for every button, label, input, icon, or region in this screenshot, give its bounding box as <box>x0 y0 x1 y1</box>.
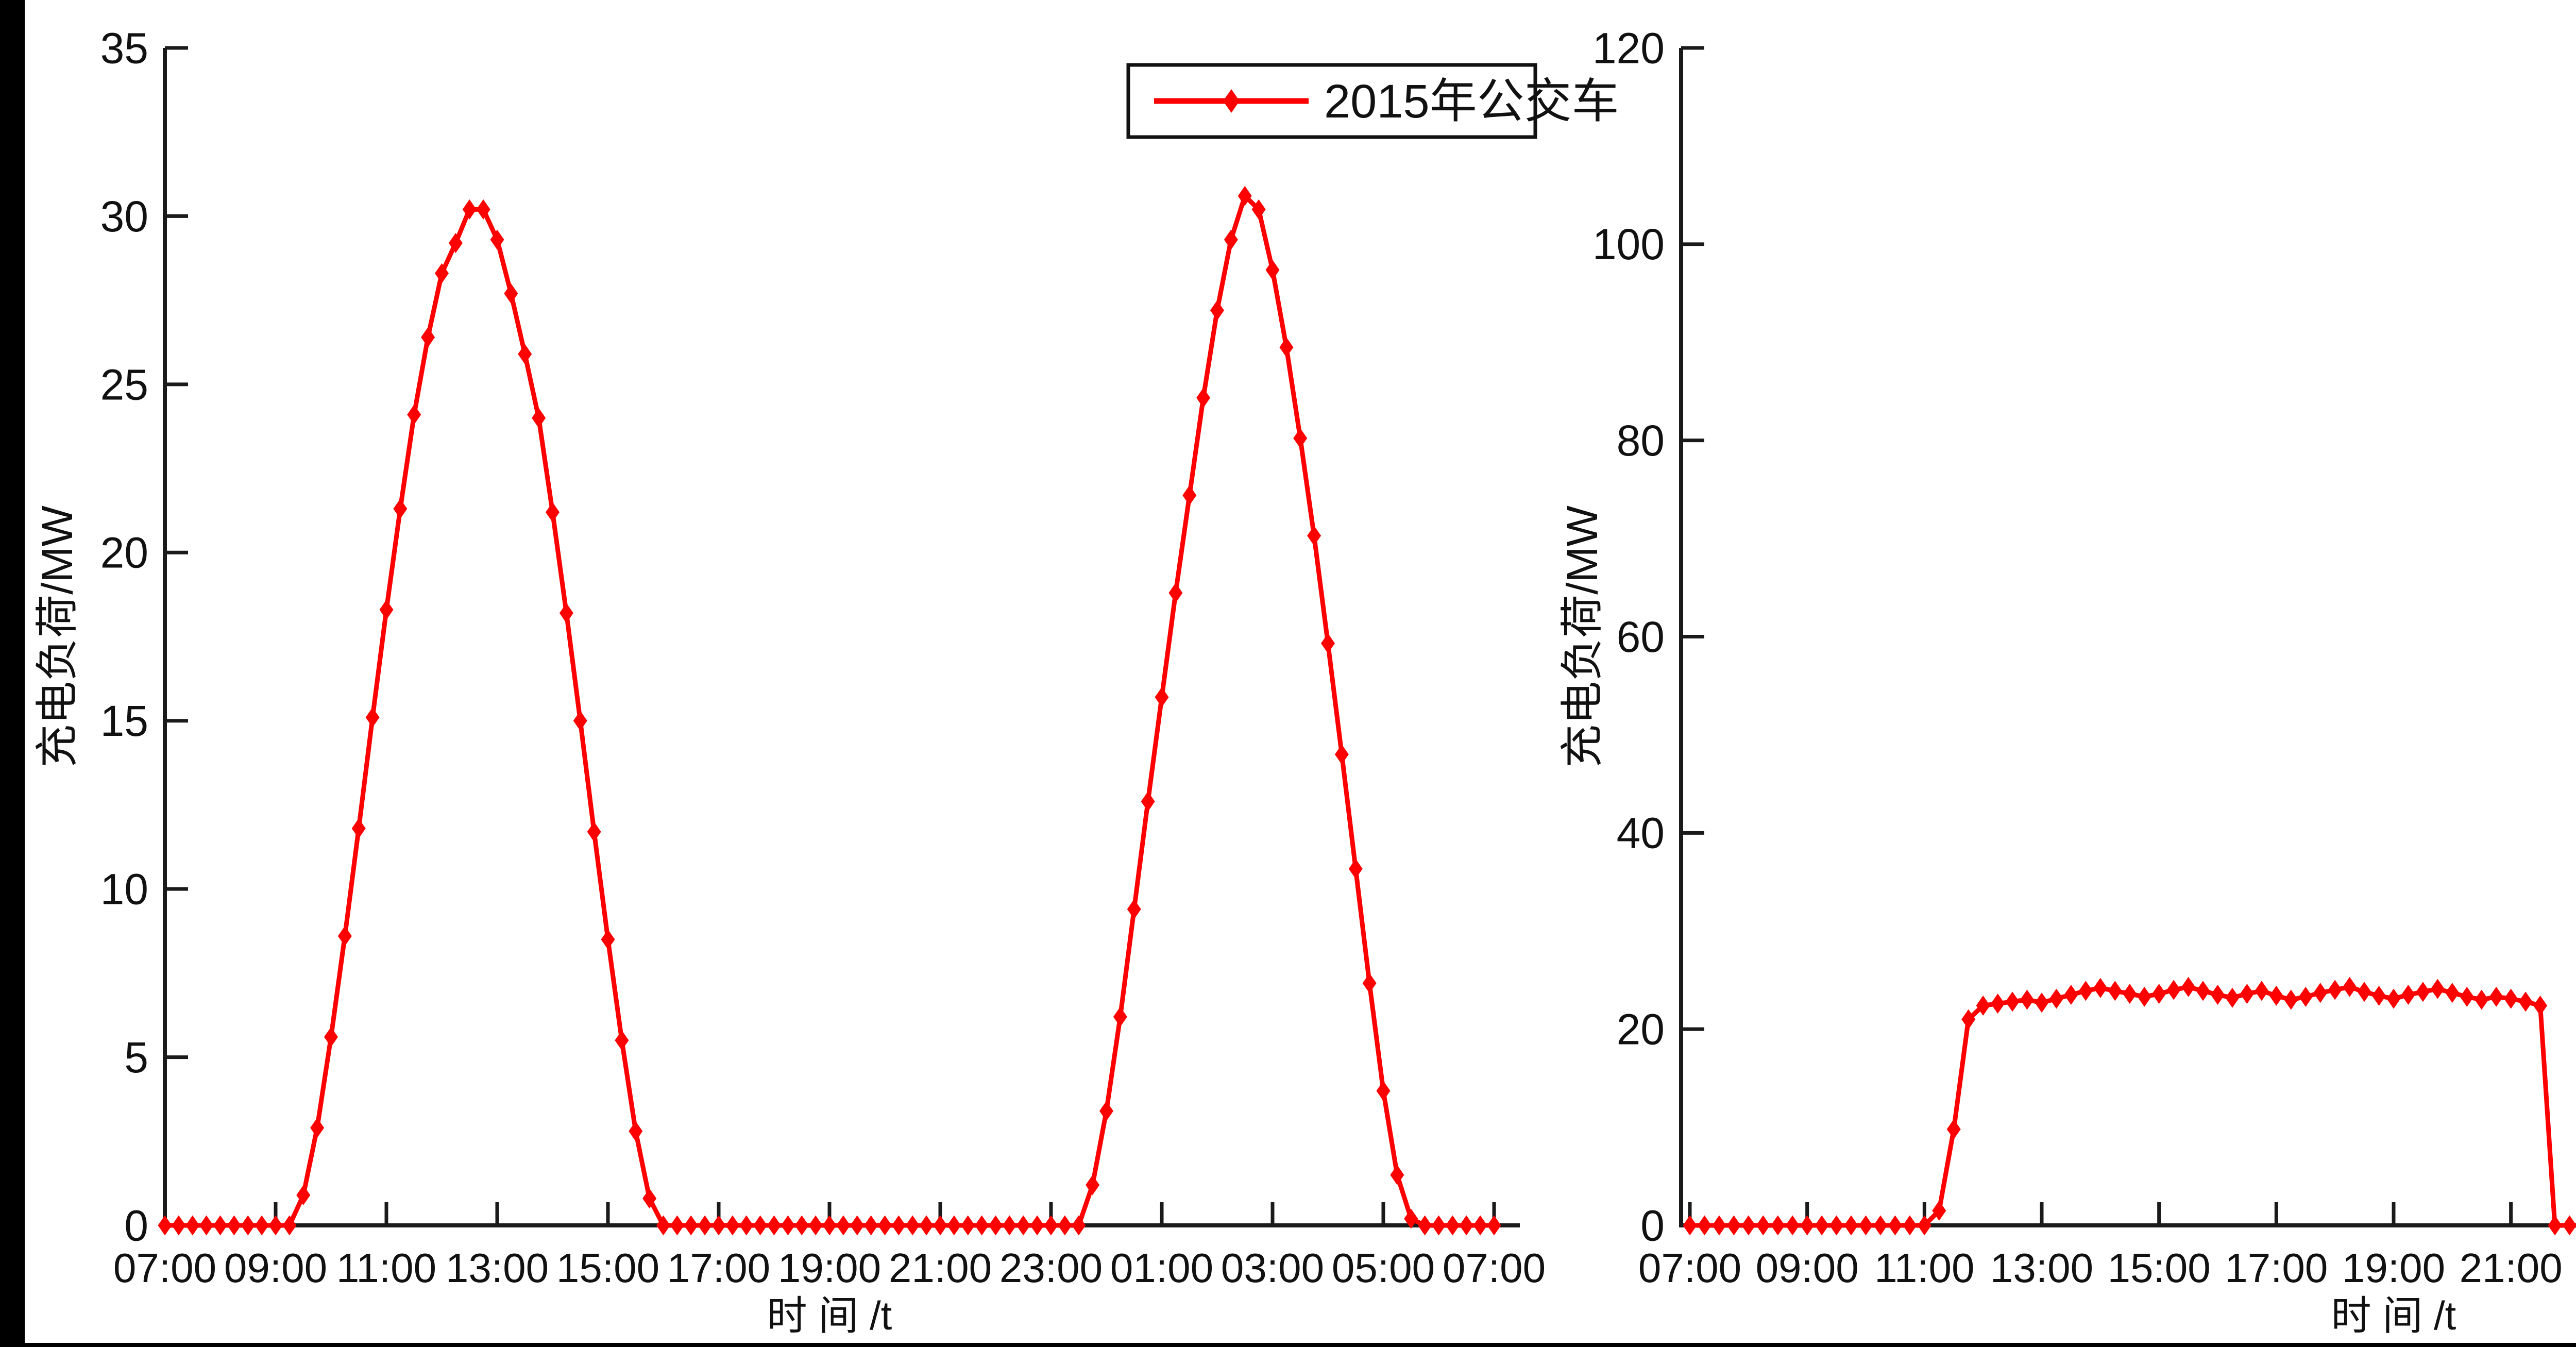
taxi-xtick-label: 19:00 <box>2342 1245 2445 1291</box>
bottom-black-line <box>0 1343 2576 1347</box>
bus-ytick-label: 20 <box>100 529 148 577</box>
taxi-xtick-label: 11:00 <box>1874 1245 1974 1291</box>
taxi-ytick-label: 40 <box>1617 809 1665 857</box>
bus-legend-label: 2015年公交车 <box>1324 75 1619 128</box>
bus-xtick-label: 23:00 <box>999 1245 1103 1291</box>
taxi-x-axis-title: 时 间 /t <box>2331 1293 2456 1338</box>
taxi-xtick-label: 07:00 <box>1638 1245 1741 1291</box>
taxi-xtick-label: 17:00 <box>2225 1245 2328 1291</box>
bus-ytick-label: 15 <box>100 697 148 745</box>
bus-ytick-label: 0 <box>124 1201 148 1250</box>
bus-xtick-label: 07:00 <box>113 1245 216 1291</box>
taxi-xtick-label: 09:00 <box>1756 1245 1859 1291</box>
bus-y-axis-title: 充电负荷/MW <box>33 506 81 768</box>
bus-legend-marker <box>1223 89 1240 113</box>
taxi-ytick-label: 60 <box>1617 613 1665 661</box>
bus-xtick-label: 15:00 <box>556 1245 659 1291</box>
bus-xtick-label: 17:00 <box>667 1245 770 1291</box>
bus-xtick-label: 09:00 <box>224 1245 327 1291</box>
bus-ytick-label: 5 <box>124 1033 148 1082</box>
taxi-xtick-label: 15:00 <box>2108 1245 2211 1291</box>
left-black-strip <box>0 0 25 1347</box>
bus-xtick-label: 11:00 <box>336 1245 436 1291</box>
bus-xtick-label: 21:00 <box>889 1245 992 1291</box>
bus-xtick-label: 13:00 <box>446 1245 549 1291</box>
bus-ytick-label: 30 <box>100 192 148 241</box>
taxi-ytick-label: 80 <box>1617 416 1665 465</box>
taxi-ytick-label: 120 <box>1592 24 1665 72</box>
taxi-xtick-label: 13:00 <box>1990 1245 2093 1291</box>
bus-xtick-label: 07:00 <box>1443 1245 1546 1291</box>
bus-ytick-label: 10 <box>100 865 148 914</box>
bus-ytick-label: 35 <box>100 24 148 72</box>
bus-ytick-label: 25 <box>100 360 148 409</box>
bus-x-axis-title: 时 间 /t <box>767 1293 892 1338</box>
bus-xtick-label: 05:00 <box>1332 1245 1435 1291</box>
taxi-ytick-label: 100 <box>1592 220 1665 268</box>
bus-xtick-label: 19:00 <box>778 1245 881 1291</box>
taxi-ytick-label: 0 <box>1640 1201 1665 1250</box>
taxi-y-axis-title: 充电负荷/MW <box>1558 506 1606 768</box>
taxi-ytick-label: 20 <box>1617 1005 1665 1054</box>
bus-xtick-label: 01:00 <box>1110 1245 1213 1291</box>
taxi-xtick-label: 21:00 <box>2460 1245 2563 1291</box>
bus-xtick-label: 03:00 <box>1221 1245 1324 1291</box>
